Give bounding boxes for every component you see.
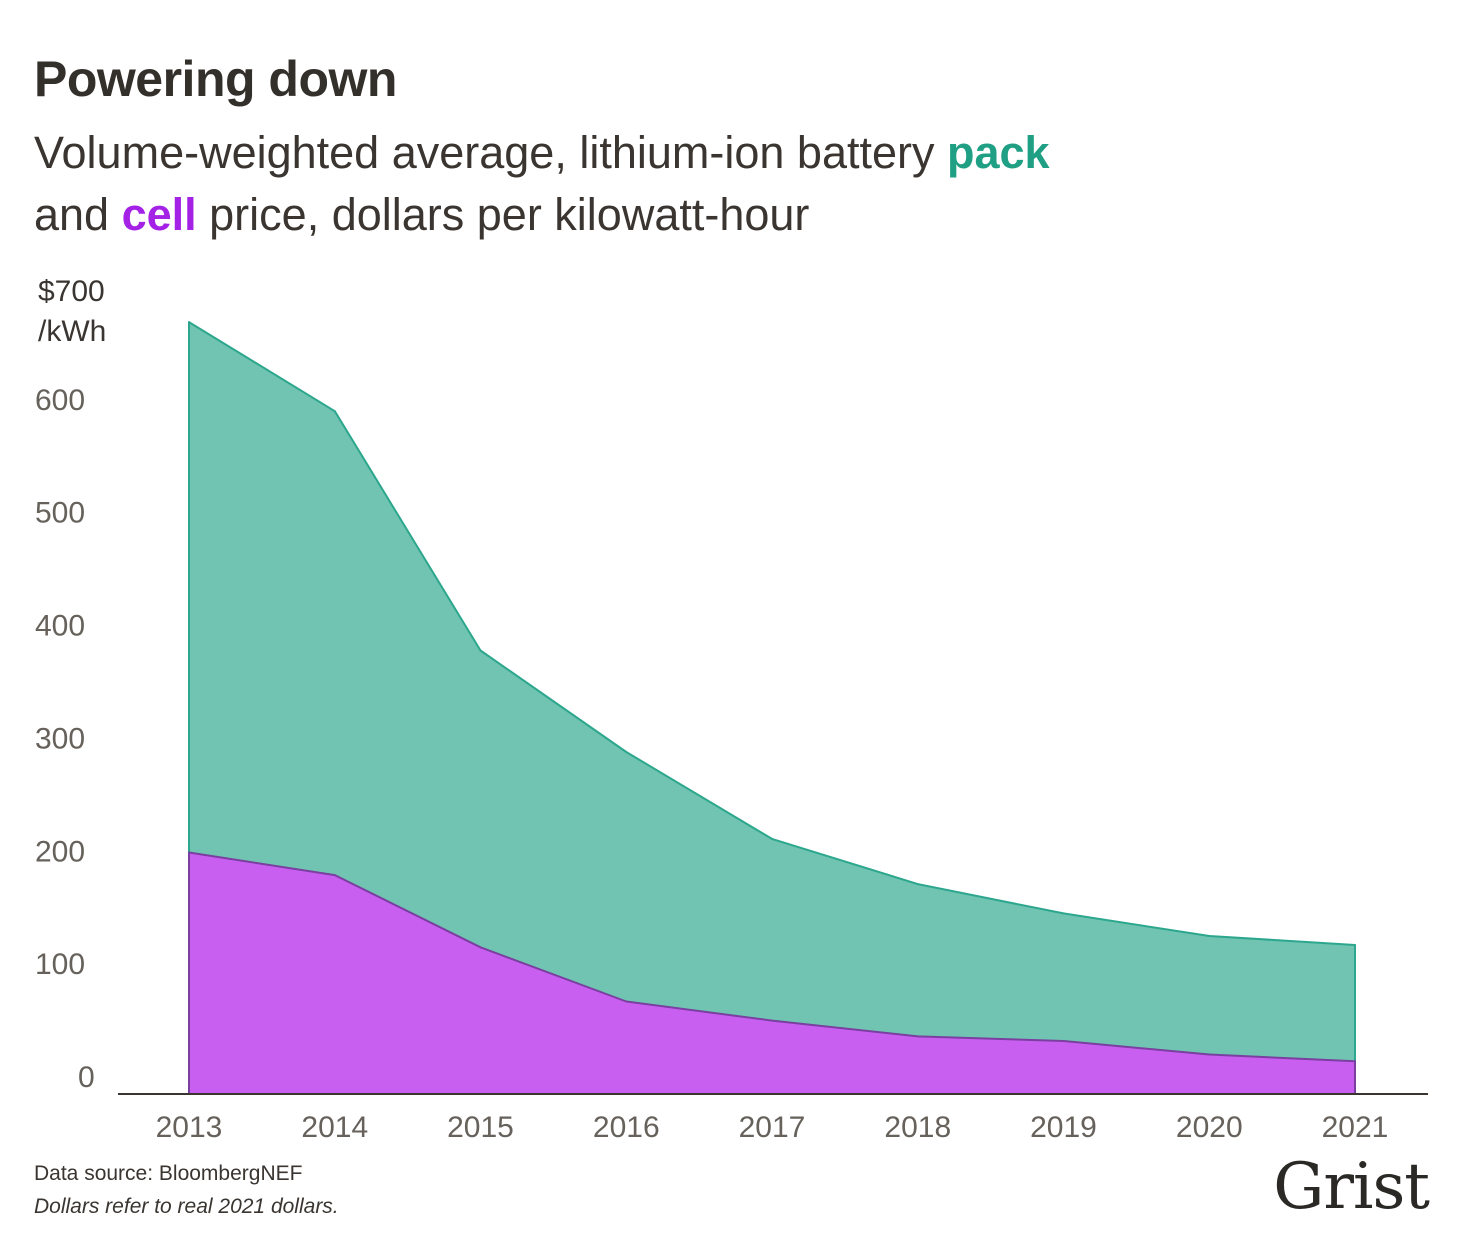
pack-highlight: pack: [947, 127, 1050, 178]
chart-areas: [188, 321, 1356, 1095]
area-cell: [189, 852, 1355, 1094]
x-tick-label: 2016: [593, 1111, 660, 1144]
point-pack-2016: [625, 751, 628, 753]
y-axis: $700 /kWh 600 500 400 300 200 100 0: [35, 275, 106, 1094]
y-tick-label: 200: [35, 835, 85, 868]
point-pack-2014: [333, 410, 336, 413]
x-tick-label: 2015: [447, 1111, 514, 1144]
data-source: Data source: BloombergNEF: [34, 1162, 303, 1185]
point-pack-2015: [479, 649, 482, 652]
point-pack-2021: [1354, 944, 1356, 946]
cell-highlight: cell: [121, 189, 197, 240]
point-cell-2020: [1208, 1053, 1211, 1056]
x-tick-label: 2021: [1322, 1111, 1389, 1144]
point-cell-2014: [333, 874, 336, 877]
area-pack: [189, 322, 1355, 1095]
x-tick-label: 2018: [884, 1111, 951, 1144]
chart-title: Powering down: [34, 51, 397, 107]
y-tick-label: 400: [35, 610, 85, 643]
point-cell-2021: [1354, 1060, 1356, 1063]
x-axis: 2013 2014 2015 2016 2017 2018 2019 2020 2021: [156, 1111, 1389, 1144]
y-axis-unit-bottom: /kWh: [38, 315, 106, 348]
point-pack-2018: [916, 883, 919, 886]
point-pack-2017: [771, 837, 773, 840]
point-cell-2013: [188, 851, 190, 854]
subtitle-text-3: price, dollars per kilowatt-hour: [196, 189, 810, 240]
point-cell-2016: [625, 1000, 628, 1003]
point-cell-2017: [771, 1019, 773, 1022]
point-pack-2019: [1062, 912, 1065, 915]
y-tick-label: 600: [35, 384, 85, 417]
grist-logo: Grist: [1273, 1150, 1430, 1224]
x-tick-label: 2017: [739, 1111, 806, 1144]
x-tick-label: 2019: [1030, 1111, 1097, 1144]
y-tick-label: 100: [35, 948, 85, 981]
x-tick-label: 2013: [156, 1111, 223, 1144]
y-axis-unit-top: $700: [38, 275, 105, 308]
point-cell-2015: [479, 946, 482, 949]
point-cell-2019: [1062, 1040, 1065, 1042]
y-tick-label: 0: [78, 1061, 95, 1094]
subtitle-text-1: Volume-weighted average, lithium-ion bat…: [34, 127, 947, 178]
y-tick-label: 500: [35, 497, 85, 530]
x-tick-label: 2020: [1176, 1111, 1243, 1144]
point-pack-2020: [1208, 935, 1211, 937]
point-pack-2013: [188, 321, 190, 324]
point-cell-2018: [916, 1035, 919, 1038]
footnote: Dollars refer to real 2021 dollars.: [34, 1195, 339, 1218]
y-tick-label: 300: [35, 722, 85, 755]
subtitle-text-2: and: [34, 189, 122, 240]
x-tick-label: 2014: [301, 1111, 368, 1144]
chart-subtitle: Volume-weighted average, lithium-ion bat…: [34, 122, 1434, 246]
